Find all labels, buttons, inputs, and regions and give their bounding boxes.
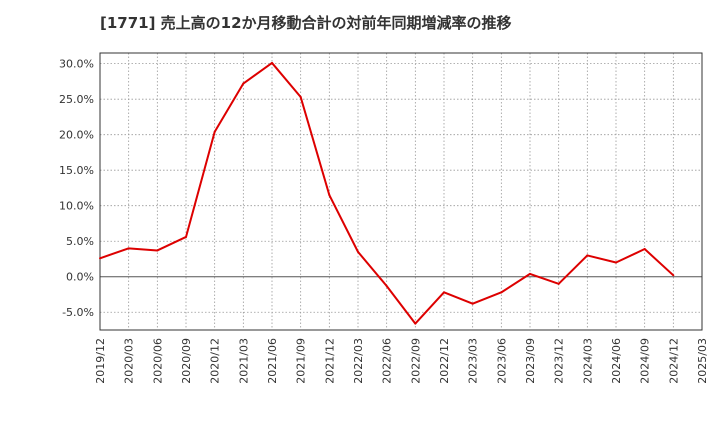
x-tick-label: 2020/06 [151, 338, 164, 384]
data-point [672, 274, 675, 277]
data-point [299, 96, 302, 99]
data-point [500, 291, 503, 294]
x-tick-label: 2019/12 [94, 338, 107, 384]
x-tick-label: 2022/03 [352, 338, 365, 384]
data-point [586, 254, 589, 257]
y-tick-label: 15.0% [59, 164, 94, 177]
y-tick-label: 30.0% [59, 58, 94, 71]
x-tick-label: 2025/03 [696, 338, 709, 384]
data-point [185, 235, 187, 238]
y-tick-label: 10.0% [59, 200, 94, 213]
x-tick-label: 2024/03 [581, 338, 594, 384]
data-point [271, 61, 273, 64]
data-point [557, 282, 560, 285]
x-tick-label: 2022/06 [381, 338, 394, 384]
data-point [213, 130, 216, 133]
data-point [127, 247, 130, 250]
y-tick-label: 20.0% [59, 129, 94, 142]
data-point [643, 248, 646, 251]
plot-frame [99, 52, 703, 331]
x-tick-label: 2024/09 [639, 338, 652, 384]
x-tick-label: 2024/06 [610, 338, 623, 384]
y-tick-label: 25.0% [59, 93, 94, 106]
x-tick-label: 2020/09 [180, 338, 193, 384]
data-point [443, 291, 445, 294]
y-tick-label: 5.0% [66, 235, 94, 248]
x-tick-label: 2023/09 [524, 338, 537, 384]
data-point [529, 272, 531, 275]
data-point [385, 284, 388, 287]
data-point [242, 82, 245, 85]
x-tick-label: 2024/12 [667, 338, 680, 384]
data-point [414, 322, 417, 325]
chart-title: [1771] 売上高の12か月移動合計の対前年同期増減率の推移 [100, 14, 512, 32]
x-tick-label: 2022/12 [438, 338, 451, 384]
data-point [328, 194, 331, 197]
y-tick-label: -5.0% [62, 306, 94, 319]
x-tick-label: 2023/06 [495, 338, 508, 384]
x-tick-label: 2021/03 [237, 338, 250, 384]
x-tick-label: 2022/09 [409, 338, 422, 384]
data-point [99, 257, 101, 260]
x-tick-label: 2021/09 [295, 338, 308, 384]
data-point [615, 261, 617, 264]
data-point [471, 302, 474, 305]
x-tick-label: 2021/06 [266, 338, 279, 384]
x-tick-label: 2020/03 [123, 338, 136, 384]
data-point [156, 249, 159, 252]
data-point [357, 250, 359, 253]
x-tick-label: 2021/12 [323, 338, 336, 384]
x-tick-label: 2023/03 [467, 338, 480, 384]
x-tick-label: 2020/12 [209, 338, 222, 384]
y-tick-label: 0.0% [66, 271, 94, 284]
x-tick-label: 2023/12 [553, 338, 566, 384]
plot-area [100, 53, 702, 330]
